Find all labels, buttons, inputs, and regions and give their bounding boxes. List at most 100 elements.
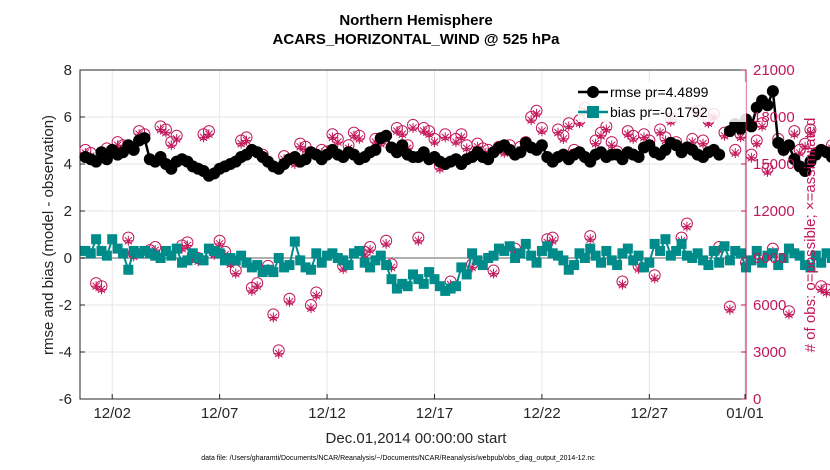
y-right-tick-label-1: 3000 [753, 344, 786, 361]
bias-point [456, 262, 467, 273]
assimilated-obs-point [735, 132, 746, 143]
bias-point [139, 245, 150, 256]
bias-point [187, 248, 198, 259]
legend: rmse pr=4.4899 bias pr=-0.1792 [578, 82, 746, 122]
bias-point [305, 264, 316, 275]
assimilated-obs-point [450, 137, 461, 148]
assimilated-obs-point [805, 127, 816, 138]
assimilated-obs-point [751, 138, 762, 149]
bias-point [520, 238, 531, 249]
assimilated-obs-point [724, 304, 735, 315]
title-line-1: Northern Hemisphere [339, 12, 492, 29]
bias-point [644, 257, 655, 268]
bias-point [359, 257, 370, 268]
x-tick-label-3: 12/17 [416, 405, 454, 422]
legend-bias-label: bias pr=-0.1792 [610, 104, 708, 120]
assimilated-obs-point [762, 166, 773, 177]
assimilated-obs-point [220, 249, 231, 260]
assimilated-obs-point [461, 143, 472, 154]
bias-point [783, 243, 794, 254]
bias-point [445, 283, 456, 294]
bias-point [719, 241, 730, 252]
bias-point [504, 241, 515, 252]
bias-point [821, 248, 830, 259]
x-tick-label-4: 12/22 [523, 405, 561, 422]
bias-point [220, 255, 231, 266]
possible-obs-point [159, 123, 172, 136]
bias-point [96, 245, 107, 256]
rmse-point [100, 153, 113, 166]
bias-point [365, 262, 376, 273]
x-tick-label-2: 12/12 [308, 405, 346, 422]
rmse-markers [79, 85, 830, 182]
y-right-tick-label-2: 6000 [753, 297, 786, 314]
assimilated-obs-point [757, 121, 768, 132]
bias-point [724, 255, 735, 266]
y-right-tick-label-0: 0 [753, 391, 761, 408]
bias-point [316, 257, 327, 268]
assimilated-obs-point [225, 259, 236, 270]
possible-obs-point [95, 280, 108, 293]
y-right-tick-label-5: 15000 [753, 156, 795, 173]
chart-title: Northern Hemisphere ACARS_HORIZONTAL_WIN… [273, 12, 561, 48]
rmse-point [782, 139, 795, 152]
bias-point [155, 253, 166, 263]
possible-obs-point [799, 137, 812, 150]
assimilated-obs-point [601, 124, 612, 135]
bias-point [622, 243, 633, 254]
bias-point [166, 250, 177, 261]
bias-point [397, 278, 408, 289]
assimilated-obs-point [595, 130, 606, 141]
bias-point [751, 245, 762, 256]
possible-obs-point [364, 241, 377, 254]
bias-point [612, 260, 623, 271]
possible-obs-point [535, 121, 548, 134]
assimilated-obs-point [800, 141, 811, 152]
bias-point [241, 257, 252, 268]
possible-obs-point [530, 104, 543, 117]
bias-point [735, 248, 746, 259]
x-axis-label: Dec.01,2014 00:00:00 start [326, 430, 508, 447]
bias-point [681, 250, 692, 261]
bias-point [687, 253, 698, 263]
assimilated-obs-point [617, 279, 628, 290]
bias-point [311, 248, 322, 259]
rmse-point [766, 85, 779, 98]
possible-obs-point [331, 132, 344, 145]
y-axis-right-ticks: 0 3000 6000 9000 12000 15000 18000 21000 [741, 62, 795, 408]
possible-obs-point [750, 134, 763, 147]
bias-point [225, 253, 236, 263]
bias-point [230, 255, 241, 266]
bias-point [778, 253, 789, 263]
assimilated-obs-point [821, 287, 830, 298]
possible-obs-point [407, 118, 419, 131]
possible-obs-point [380, 234, 393, 247]
bias-point [708, 245, 719, 256]
assimilated-obs-point [397, 129, 408, 140]
bias-point [107, 234, 118, 245]
possible-obs-point [487, 264, 500, 277]
bias-point [375, 250, 386, 261]
assimilated-obs-point [413, 235, 424, 246]
assimilated-obs-point [794, 148, 805, 159]
bias-point [338, 255, 349, 266]
assimilated-obs-point [655, 127, 666, 138]
bias-point [585, 243, 596, 254]
assimilated-obs-point [536, 126, 547, 137]
bias-point [408, 269, 418, 280]
rmse-point [825, 151, 830, 163]
assimilated-obs-point [714, 245, 725, 256]
bias-point [515, 248, 526, 259]
assimilated-obs-point [311, 290, 322, 301]
assimilated-obs-point [128, 251, 139, 262]
bias-point [386, 274, 397, 285]
possible-obs-point [455, 128, 468, 141]
bias-point [257, 267, 268, 278]
assimilated-obs-point [236, 138, 247, 149]
assimilated-obs-point [574, 118, 585, 129]
bias-point [101, 250, 112, 261]
bias-point [370, 255, 381, 266]
possible-obs-point [729, 143, 742, 156]
bias-point [209, 245, 220, 256]
series-layer [79, 85, 830, 359]
